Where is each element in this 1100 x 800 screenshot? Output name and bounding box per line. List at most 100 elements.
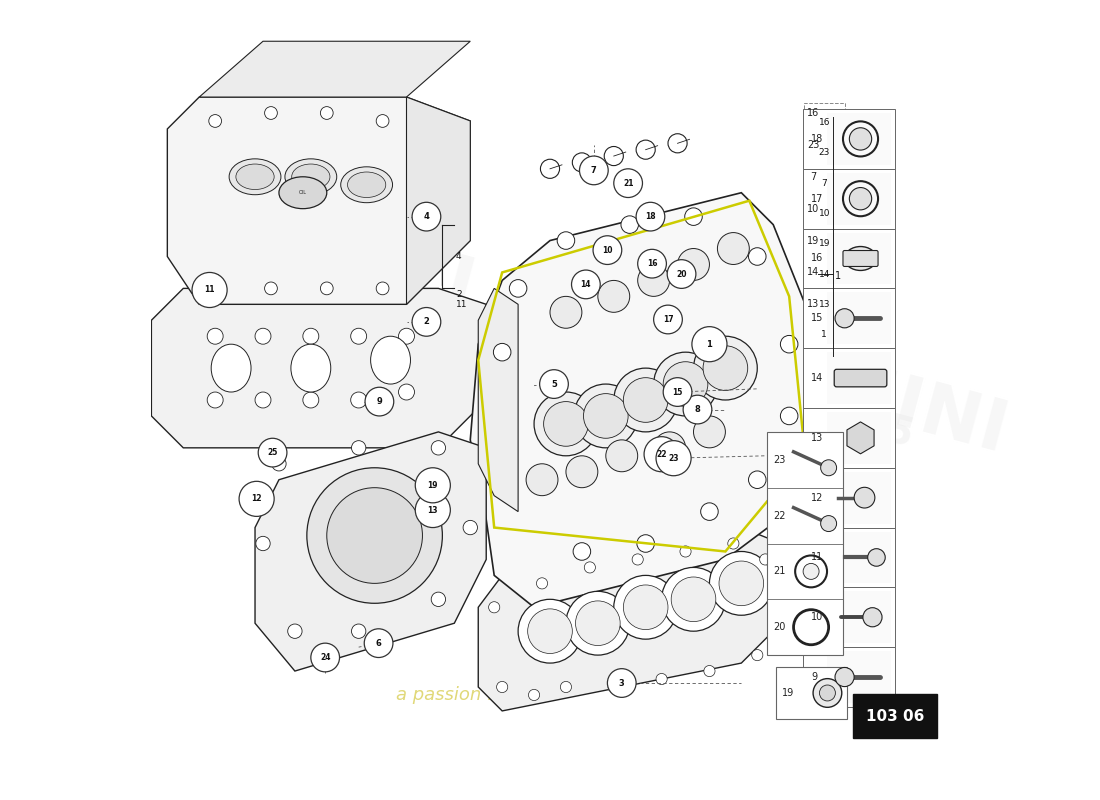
Circle shape xyxy=(528,690,540,701)
Text: 2: 2 xyxy=(455,290,462,299)
FancyBboxPatch shape xyxy=(827,233,891,285)
FancyBboxPatch shape xyxy=(827,531,891,583)
Text: 19: 19 xyxy=(428,481,438,490)
Text: 11: 11 xyxy=(811,553,823,562)
Circle shape xyxy=(565,591,629,655)
Text: 14: 14 xyxy=(581,280,591,289)
Circle shape xyxy=(272,457,286,471)
Circle shape xyxy=(849,128,871,150)
Circle shape xyxy=(239,482,274,516)
FancyBboxPatch shape xyxy=(827,651,891,703)
Circle shape xyxy=(663,378,692,406)
Text: 15: 15 xyxy=(811,314,824,323)
Circle shape xyxy=(496,682,508,693)
Text: 1: 1 xyxy=(706,340,713,349)
Circle shape xyxy=(288,624,302,638)
FancyBboxPatch shape xyxy=(803,647,894,707)
Circle shape xyxy=(701,503,718,520)
Circle shape xyxy=(703,346,748,390)
Text: 20: 20 xyxy=(676,270,686,278)
Text: 13: 13 xyxy=(807,299,820,310)
Circle shape xyxy=(574,384,638,448)
Polygon shape xyxy=(478,288,518,512)
Circle shape xyxy=(728,538,739,549)
Circle shape xyxy=(683,395,712,424)
Circle shape xyxy=(668,260,696,288)
Text: 1: 1 xyxy=(822,330,827,339)
Circle shape xyxy=(509,280,527,297)
Circle shape xyxy=(558,232,574,250)
Text: 23: 23 xyxy=(818,148,829,158)
Text: 12: 12 xyxy=(811,493,824,502)
Circle shape xyxy=(431,441,446,455)
FancyBboxPatch shape xyxy=(827,292,891,344)
Circle shape xyxy=(624,585,668,630)
Text: 10: 10 xyxy=(807,204,820,214)
Circle shape xyxy=(632,554,644,565)
Text: 23: 23 xyxy=(773,454,786,465)
Ellipse shape xyxy=(229,159,280,194)
FancyBboxPatch shape xyxy=(803,109,894,169)
Circle shape xyxy=(364,629,393,658)
Circle shape xyxy=(760,554,771,565)
Circle shape xyxy=(768,602,779,613)
Text: 19: 19 xyxy=(782,688,794,698)
Circle shape xyxy=(751,650,763,661)
Circle shape xyxy=(580,156,608,185)
Circle shape xyxy=(638,265,670,296)
Circle shape xyxy=(540,370,569,398)
Ellipse shape xyxy=(235,164,274,190)
Circle shape xyxy=(780,335,798,353)
Circle shape xyxy=(671,577,716,622)
Text: 3: 3 xyxy=(619,678,625,687)
Circle shape xyxy=(868,549,886,566)
Circle shape xyxy=(528,609,572,654)
Circle shape xyxy=(748,471,766,489)
Circle shape xyxy=(398,384,415,400)
Circle shape xyxy=(638,250,667,278)
Circle shape xyxy=(608,682,619,693)
Circle shape xyxy=(636,202,664,231)
Circle shape xyxy=(606,440,638,472)
Polygon shape xyxy=(199,42,471,97)
Circle shape xyxy=(604,146,624,166)
Circle shape xyxy=(398,328,415,344)
Circle shape xyxy=(668,134,688,153)
FancyBboxPatch shape xyxy=(803,408,894,468)
Circle shape xyxy=(535,392,597,456)
Circle shape xyxy=(821,460,837,476)
FancyBboxPatch shape xyxy=(803,288,894,348)
FancyBboxPatch shape xyxy=(803,348,894,408)
Circle shape xyxy=(614,169,642,198)
Ellipse shape xyxy=(285,159,337,194)
Circle shape xyxy=(463,520,477,534)
Polygon shape xyxy=(847,422,874,454)
Text: 22: 22 xyxy=(657,450,667,458)
FancyBboxPatch shape xyxy=(843,250,878,266)
Circle shape xyxy=(518,599,582,663)
Text: 16: 16 xyxy=(807,108,820,118)
Text: 1485: 1485 xyxy=(804,391,918,456)
Circle shape xyxy=(780,407,798,425)
Text: LAMBORGHINI: LAMBORGHINI xyxy=(437,252,1014,469)
Text: 15: 15 xyxy=(672,387,683,397)
FancyBboxPatch shape xyxy=(827,173,891,225)
Circle shape xyxy=(621,216,638,234)
Text: 24: 24 xyxy=(320,653,330,662)
Circle shape xyxy=(593,236,622,265)
Text: 22: 22 xyxy=(773,510,786,521)
Circle shape xyxy=(311,643,340,672)
Circle shape xyxy=(813,678,842,707)
Ellipse shape xyxy=(371,336,410,384)
Circle shape xyxy=(607,669,636,698)
Circle shape xyxy=(835,667,854,686)
Ellipse shape xyxy=(292,164,330,190)
Circle shape xyxy=(302,392,319,408)
Text: 14: 14 xyxy=(811,373,823,383)
Text: 14: 14 xyxy=(807,267,820,278)
Circle shape xyxy=(835,309,854,328)
Text: 13: 13 xyxy=(428,506,438,514)
Circle shape xyxy=(302,328,319,344)
Circle shape xyxy=(540,159,560,178)
Circle shape xyxy=(680,546,691,557)
